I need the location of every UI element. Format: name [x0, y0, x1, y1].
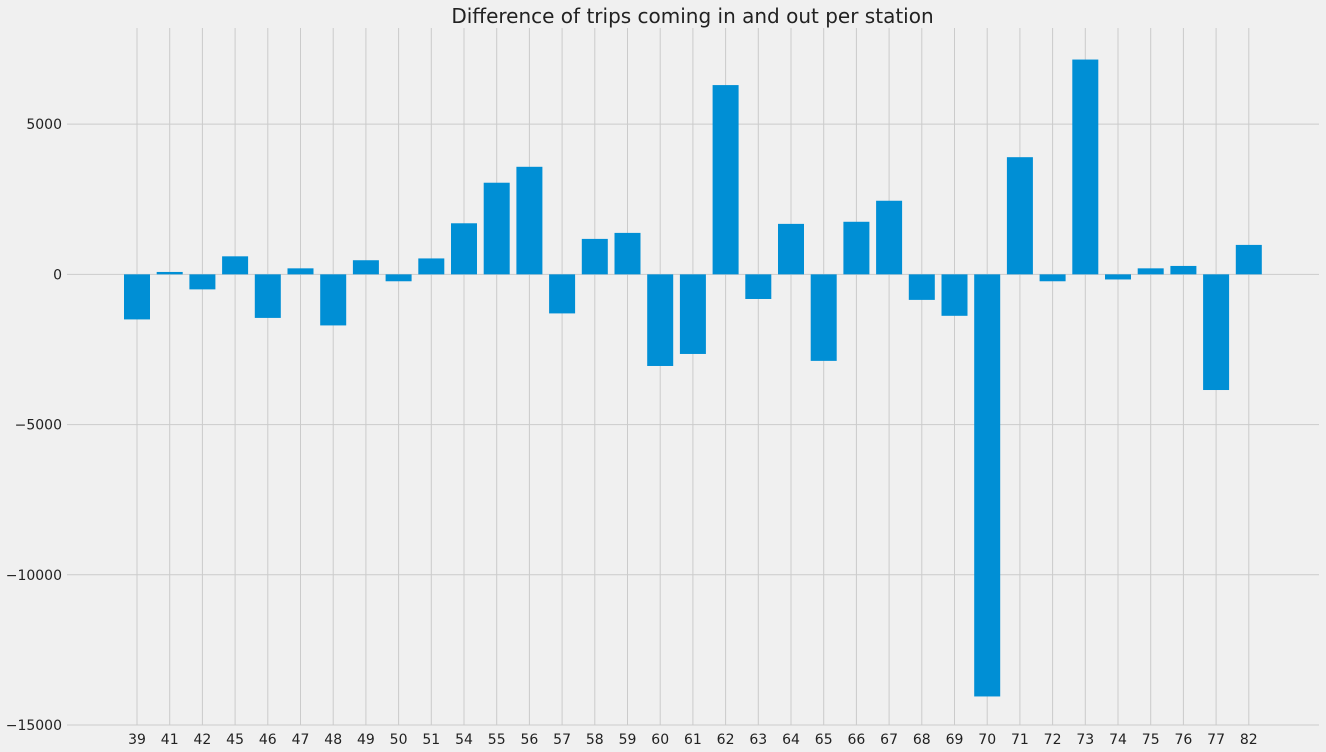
x-tick-label: 51 — [422, 732, 440, 748]
bar-69 — [941, 274, 968, 316]
x-tick-label: 71 — [1011, 732, 1029, 748]
bar-59 — [614, 232, 641, 275]
bar-70 — [974, 274, 1001, 697]
y-tick-label: −5000 — [15, 418, 62, 434]
x-tick-label: 69 — [946, 732, 964, 748]
bar-64 — [778, 223, 804, 275]
x-tick-label: 57 — [553, 732, 571, 748]
bar-45 — [222, 256, 249, 275]
y-tick-label: 0 — [53, 267, 62, 283]
x-tick-label: 63 — [749, 732, 767, 748]
bar-55 — [483, 182, 510, 275]
bar-62 — [712, 85, 739, 275]
bar-48 — [320, 274, 347, 326]
x-tick-label: 59 — [619, 732, 637, 748]
x-tick-label: 39 — [128, 732, 146, 748]
bar-56 — [516, 166, 543, 275]
bar-66 — [843, 221, 870, 275]
x-tick-label: 58 — [586, 732, 604, 748]
bar-68 — [908, 274, 935, 300]
x-tick-label: 74 — [1109, 732, 1127, 748]
x-tick-label: 64 — [782, 732, 800, 748]
bar-47 — [287, 268, 314, 275]
bar-76 — [1170, 265, 1197, 275]
bar-75 — [1137, 268, 1164, 275]
x-tick-label: 72 — [1044, 732, 1062, 748]
x-tick-label: 60 — [651, 732, 669, 748]
chart-title: Difference of trips coming in and out pe… — [451, 4, 934, 28]
bar-49 — [352, 260, 379, 275]
x-tick-label: 82 — [1240, 732, 1258, 748]
bar-65 — [810, 274, 837, 361]
x-tick-label: 62 — [717, 732, 735, 748]
bar-50 — [385, 274, 412, 282]
x-tick-label: 50 — [390, 732, 408, 748]
bar-46 — [254, 274, 281, 318]
x-tick-label: 67 — [880, 732, 898, 748]
x-tick-label: 68 — [913, 732, 931, 748]
bar-57 — [549, 274, 576, 314]
x-tick-labels: 39 41 42 45 46 47 48 49 50 51 54 55 56 57 58 59 60 61 62 63… — [128, 732, 1258, 748]
x-tick-label: 42 — [193, 732, 211, 748]
x-tick-label: 75 — [1142, 732, 1160, 748]
x-tick-label: 45 — [226, 732, 244, 748]
bar-71 — [1006, 157, 1033, 275]
x-tick-label: 77 — [1207, 732, 1225, 748]
x-tick-label: 65 — [815, 732, 833, 748]
y-tick-label: −15000 — [6, 718, 62, 734]
x-tick-label: 48 — [324, 732, 342, 748]
bar-63 — [745, 274, 772, 299]
bar-73 — [1072, 59, 1099, 275]
x-tick-label: 76 — [1174, 732, 1192, 748]
x-tick-label: 55 — [488, 732, 506, 748]
bar-42 — [189, 274, 216, 290]
bar-58 — [581, 238, 608, 275]
y-tick-labels: −15000 −10000 −5000 0 5000 — [6, 117, 62, 734]
x-tick-label: 66 — [847, 732, 865, 748]
x-tick-label: 49 — [357, 732, 375, 748]
bar-41 — [156, 271, 183, 275]
bar-54 — [451, 223, 477, 275]
bar-74 — [1105, 274, 1131, 280]
y-tick-label: −10000 — [6, 568, 62, 584]
bars — [124, 59, 1262, 697]
x-tick-label: 61 — [684, 732, 702, 748]
x-tick-label: 47 — [292, 732, 310, 748]
x-tick-label: 56 — [520, 732, 538, 748]
y-tick-label: 5000 — [26, 117, 62, 133]
x-tick-label: 70 — [978, 732, 996, 748]
x-tick-label: 54 — [455, 732, 473, 748]
x-tick-label: 46 — [259, 732, 277, 748]
bar-61 — [679, 274, 706, 354]
bar-82 — [1235, 244, 1262, 275]
bar-72 — [1039, 274, 1066, 282]
bar-39 — [124, 274, 150, 320]
x-tick-label: 73 — [1076, 732, 1094, 748]
bar-51 — [418, 258, 445, 275]
bar-67 — [876, 200, 903, 275]
x-tick-label: 41 — [161, 732, 179, 748]
bar-60 — [647, 274, 674, 366]
bar-77 — [1203, 274, 1230, 391]
